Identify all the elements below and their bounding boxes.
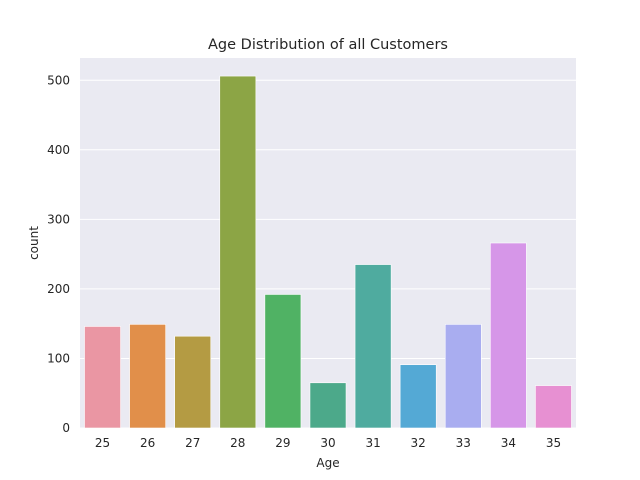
bar-35: [535, 385, 572, 429]
x-tick-label: 29: [275, 436, 290, 450]
x-tick-label: 27: [185, 436, 200, 450]
y-tick-label: 300: [47, 212, 70, 226]
y-axis-label: count: [27, 226, 41, 260]
bar-31: [354, 264, 392, 429]
bars: [84, 75, 572, 429]
x-tick-label: 25: [95, 436, 110, 450]
x-tick-label: 26: [140, 436, 155, 450]
bar-32: [399, 364, 437, 429]
bar-29: [264, 294, 302, 429]
y-tick-label: 400: [47, 143, 70, 157]
x-tick-label: 32: [411, 436, 426, 450]
bar-25: [84, 326, 121, 429]
y-tick-label: 200: [47, 282, 70, 296]
bar-33: [444, 324, 482, 429]
x-axis-label: Age: [316, 456, 339, 470]
x-tick-label: 31: [365, 436, 380, 450]
chart-title: Age Distribution of all Customers: [208, 37, 448, 53]
y-tick-label: 100: [47, 351, 70, 365]
x-tick-label: 28: [230, 436, 245, 450]
y-tick-label: 500: [47, 73, 70, 87]
bar-26: [129, 324, 166, 429]
x-tick-label: 35: [546, 436, 561, 450]
x-tick-label: 30: [320, 436, 335, 450]
bar-30: [309, 382, 347, 429]
y-tick-label: 0: [62, 421, 70, 435]
y-tick-labels: 0 100 200 300 400 500: [47, 73, 70, 435]
x-tick-label: 33: [456, 436, 471, 450]
bar-34: [490, 242, 527, 429]
x-tick-label: 34: [501, 436, 516, 450]
x-tick-labels: 25 26 27 28 29 30 31 32 33 34 35: [95, 436, 561, 450]
bar-27: [174, 335, 212, 429]
bar-28: [219, 75, 257, 429]
